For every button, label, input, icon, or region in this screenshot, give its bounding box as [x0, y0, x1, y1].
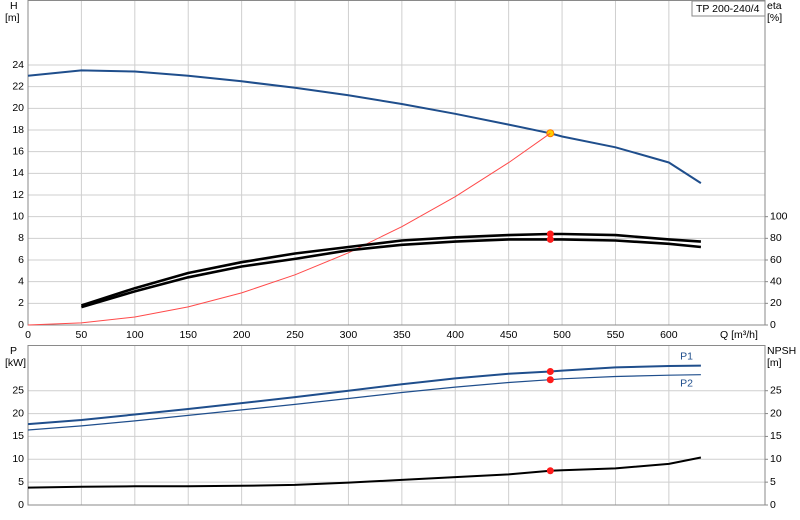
y-tick-label: 10 — [12, 210, 24, 222]
operating-point — [546, 129, 555, 138]
y-tick-label: 2 — [18, 297, 24, 309]
x-tick-label: 400 — [446, 329, 464, 341]
y-tick-label: 4 — [18, 275, 24, 287]
y-tick-label: 20 — [12, 407, 24, 419]
y-axis-unit: [kW] — [5, 357, 26, 369]
y2-tick-label: 10 — [770, 453, 782, 465]
y-tick-label: 6 — [18, 254, 24, 266]
x-tick-label: 550 — [607, 329, 625, 341]
x-tick-label: 300 — [340, 329, 358, 341]
chart-title: TP 200-240/4 — [696, 3, 760, 15]
x-tick-label: 600 — [660, 329, 678, 341]
y-tick-label: 22 — [12, 80, 24, 92]
y-tick-label: 0 — [18, 319, 24, 331]
y-axis-label: H — [10, 0, 18, 12]
y2-tick-label: 100 — [770, 210, 788, 222]
series-line — [27, 456, 702, 489]
operating-point — [546, 467, 554, 475]
y2-tick-label: 80 — [770, 232, 782, 244]
y2-tick-label: 0 — [770, 499, 776, 511]
y2-tick-label: 60 — [770, 254, 782, 266]
x-tick-label: 350 — [393, 329, 411, 341]
y-tick-label: 12 — [12, 189, 24, 201]
operating-point — [546, 376, 554, 384]
series-line — [80, 232, 701, 307]
x-tick-label: 200 — [233, 329, 251, 341]
x-tick-label: 100 — [126, 329, 144, 341]
series-line — [81, 238, 702, 309]
y2-tick-label: 40 — [770, 275, 782, 287]
x-tick-label: 150 — [179, 329, 197, 341]
y2-axis-unit: [m] — [767, 357, 782, 369]
y2-tick-label: 20 — [770, 297, 782, 309]
y2-axis-label: eta — [767, 0, 782, 12]
y2-tick-label: 0 — [770, 319, 776, 331]
series-line — [27, 69, 702, 184]
x-tick-label: 250 — [286, 329, 304, 341]
y-tick-label: 24 — [12, 59, 24, 71]
x-tick-label: 450 — [500, 329, 518, 341]
y2-tick-label: 25 — [770, 384, 782, 396]
y-tick-label: 8 — [18, 232, 24, 244]
x-axis-label: Q [m³/h] — [720, 329, 758, 341]
plot-frame — [27, 345, 766, 506]
x-tick-label: 500 — [553, 329, 571, 341]
series-line — [27, 374, 701, 431]
operating-point — [546, 230, 554, 238]
y2-axis-label: NPSH — [767, 345, 796, 357]
y-tick-label: 5 — [18, 476, 24, 488]
series-line — [27, 364, 701, 426]
y-tick-label: 0 — [18, 499, 24, 511]
y-tick-label: 20 — [12, 102, 24, 114]
title-box — [691, 0, 766, 17]
y-tick-label: 16 — [12, 145, 24, 157]
y2-tick-label: 20 — [770, 407, 782, 419]
y2-axis-unit: [%] — [767, 12, 782, 24]
y-tick-label: 14 — [12, 167, 24, 179]
x-tick-label: 50 — [76, 329, 88, 341]
y-tick-label: 15 — [12, 430, 24, 442]
y-axis-unit: [m] — [5, 12, 20, 24]
y-axis-label: P — [10, 345, 17, 357]
operating-point — [546, 235, 554, 243]
x-tick-label: 0 — [25, 329, 31, 341]
legend-label: P2 — [680, 377, 693, 389]
y2-tick-label: 5 — [770, 476, 776, 488]
plot-frame — [27, 0, 766, 326]
y-tick-label: 10 — [12, 453, 24, 465]
series-line — [27, 132, 551, 326]
y-tick-label: 18 — [12, 124, 24, 136]
operating-point — [546, 368, 554, 376]
y-tick-label: 25 — [12, 384, 24, 396]
y2-tick-label: 15 — [770, 430, 782, 442]
legend-label: P1 — [680, 350, 693, 362]
